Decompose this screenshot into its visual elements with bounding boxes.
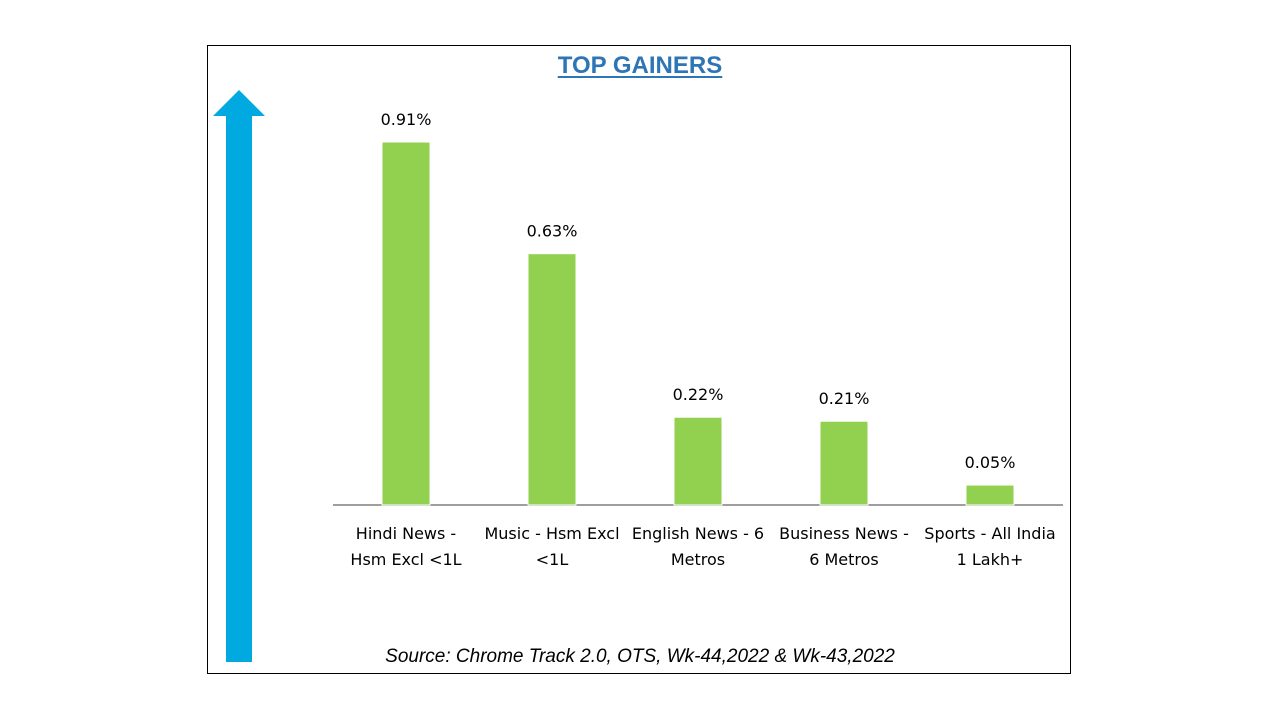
data-label-2: 0.63% bbox=[527, 222, 578, 241]
source-note: Source: Chrome Track 2.0, OTS, Wk-44,202… bbox=[385, 646, 895, 667]
data-label-3: 0.22% bbox=[673, 385, 724, 404]
bar-4 bbox=[819, 420, 869, 506]
chart-title: TOP GAINERS bbox=[557, 52, 723, 79]
category-label-3: English News - 6 Metros bbox=[632, 524, 764, 569]
category-label-1: Hindi News -Hsm Excl <1L bbox=[350, 524, 461, 569]
bar-5 bbox=[965, 484, 1015, 506]
data-label-4: 0.21% bbox=[819, 389, 870, 408]
bar-3 bbox=[673, 416, 723, 506]
category-label-2: Music - Hsm Excl <1L bbox=[484, 524, 619, 569]
bar-2 bbox=[527, 253, 577, 506]
category-label-5: Sports - All India 1 Lakh+ bbox=[924, 524, 1055, 569]
data-label-1: 0.91% bbox=[381, 110, 432, 129]
bar-1 bbox=[381, 141, 431, 506]
chart-frame bbox=[207, 45, 1071, 674]
up-arrow-icon bbox=[213, 90, 265, 662]
data-label-5: 0.05% bbox=[965, 453, 1016, 472]
category-label-4: Business News -6 Metros bbox=[779, 524, 909, 569]
